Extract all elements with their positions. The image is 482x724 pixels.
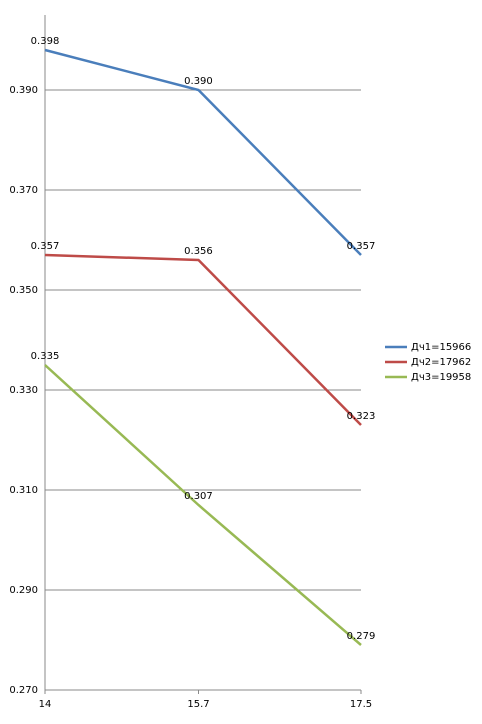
series-line	[44, 364, 362, 646]
x-tick-label: 17.5	[350, 699, 372, 710]
legend-label: Дч2=17962	[411, 357, 471, 368]
y-tick-label: 0.310	[9, 485, 38, 496]
legend-label: Дч3=19958	[411, 372, 471, 383]
y-tick-label: 0.390	[9, 85, 38, 96]
y-tick-label: 0.370	[9, 185, 38, 196]
series-line	[44, 48, 362, 256]
data-label: 0.323	[347, 411, 376, 422]
data-label: 0.356	[184, 246, 213, 257]
y-tick-label: 0.350	[9, 285, 38, 296]
legend-label: Дч1=15966	[411, 342, 471, 353]
data-label: 0.357	[31, 241, 60, 252]
x-tick-label: 15.7	[187, 699, 209, 710]
y-tick-label: 0.290	[9, 585, 38, 596]
y-tick-label: 0.270	[9, 685, 38, 696]
data-label: 0.307	[184, 491, 213, 502]
series-line	[44, 253, 362, 426]
data-label: 0.279	[347, 631, 376, 642]
data-label: 0.357	[347, 241, 376, 252]
data-label: 0.390	[184, 76, 213, 87]
data-label: 0.335	[31, 351, 60, 362]
y-tick-label: 0.330	[9, 385, 38, 396]
data-label: 0.398	[31, 36, 60, 47]
x-tick-label: 14	[39, 699, 52, 710]
